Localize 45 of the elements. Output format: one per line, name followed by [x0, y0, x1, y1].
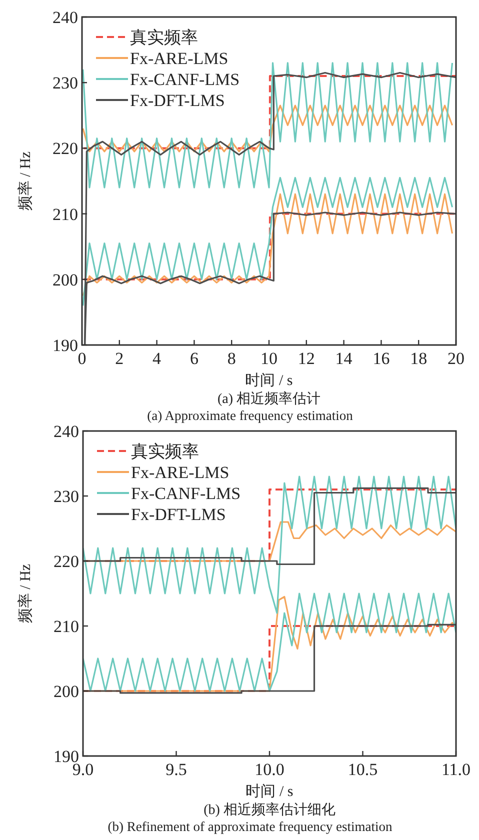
x-tick-label: 16 [372, 349, 390, 368]
x-axis-title: 时间 / s [245, 372, 293, 389]
y-tick-label: 200 [54, 682, 79, 701]
legend-label: Fx-DFT-LMS [130, 91, 225, 110]
x-tick-label: 0 [78, 349, 86, 368]
y-tick-label: 220 [52, 139, 78, 158]
legend-label: Fx-ARE-LMS [131, 463, 230, 482]
legend-label: Fx-ARE-LMS [130, 49, 228, 68]
y-tick-label: 210 [52, 204, 78, 224]
legend-label: Fx-CANF-LMS [130, 70, 240, 89]
text: (b) Refinement of approximate frequency estimation [108, 819, 393, 834]
line-series [82, 193, 454, 297]
y-tick-label: 230 [52, 74, 78, 93]
y-tick-label: 230 [54, 487, 79, 506]
text: (b) 相近频率估计细化 [204, 802, 336, 818]
x-tick-label: 12 [298, 349, 315, 368]
x-tick-label: 14 [335, 349, 353, 368]
line-series [82, 176, 454, 306]
x-tick-label: 9.5 [166, 760, 187, 779]
legend-label: 真实频率 [130, 28, 198, 47]
x-tick-label: 18 [410, 349, 428, 368]
y-tick-label: 210 [54, 617, 79, 636]
y-tick-label: 220 [54, 552, 79, 571]
x-tick-label: 4 [152, 349, 162, 368]
x-tick-label: 2 [115, 349, 124, 368]
y-tick-label: 190 [52, 336, 78, 355]
x-tick-label: 10.5 [348, 760, 378, 779]
legend-label: 真实频率 [131, 442, 199, 461]
x-tick-label: 8 [227, 349, 236, 368]
x-axis-title: 时间 / s [246, 783, 294, 800]
x-tick-label: 6 [190, 349, 198, 368]
legend-label: Fx-CANF-LMS [131, 484, 241, 503]
y-tick-label: 200 [52, 270, 78, 290]
legend-label: Fx-DFT-LMS [131, 505, 226, 524]
line-series [82, 104, 454, 152]
y-axis-title: 频率 / Hz [17, 151, 34, 211]
x-tick-label: 11.0 [441, 760, 471, 779]
y-axis-title: 频率 / Hz [17, 564, 34, 624]
y-tick-label: 240 [54, 422, 79, 441]
x-tick-label: 20 [448, 349, 464, 368]
y-tick-label: 240 [52, 8, 78, 27]
x-tick-label: 10 [260, 349, 278, 368]
text: (a) 相近频率估计 [217, 391, 321, 407]
text: (a) Approximate frequency estimation [147, 408, 354, 423]
x-tick-label: 10.0 [254, 760, 284, 779]
